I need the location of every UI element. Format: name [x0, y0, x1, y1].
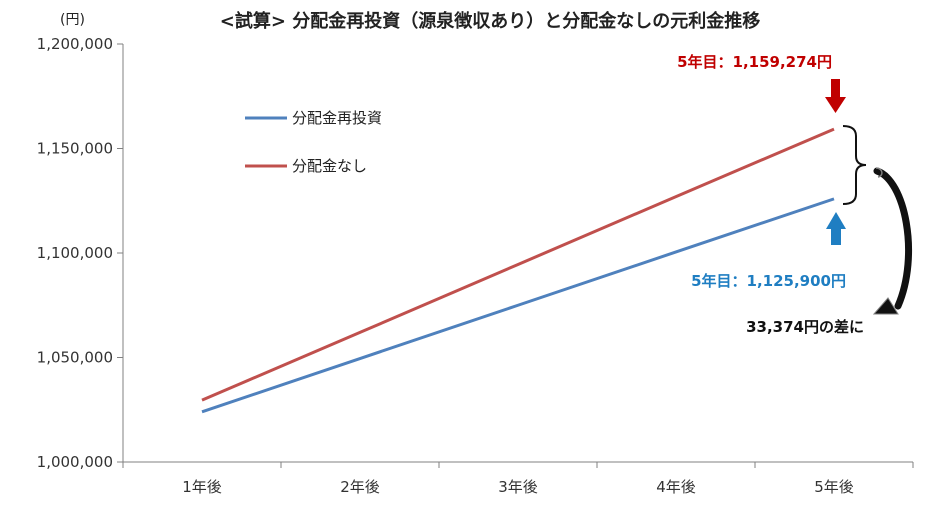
x-tick-label: 5年後	[814, 478, 854, 496]
up-arrow-icon	[826, 212, 846, 245]
down-arrow-icon	[825, 79, 846, 113]
annotation-no-dividend-final: 5年目：1,159,274円	[677, 53, 832, 71]
y-ticks: 1,000,000 1,050,000 1,100,000 1,150,000 1,20…	[37, 35, 123, 471]
y-tick-label: 1,100,000	[37, 244, 113, 262]
series-lines	[201, 127, 835, 414]
x-tick-label: 4年後	[656, 478, 696, 496]
x-tick-label: 2年後	[340, 478, 380, 496]
y-tick-label: 1,050,000	[37, 349, 113, 367]
y-tick-label: 1,200,000	[37, 35, 113, 53]
y-tick-label: 1,150,000	[37, 140, 113, 158]
x-tick-label: 3年後	[498, 478, 538, 496]
bracket-icon	[842, 125, 867, 205]
x-ticks: 1年後 2年後 3年後 4年後 5年後	[122, 462, 914, 496]
y-unit-label: (円)	[60, 12, 85, 28]
chart-title: <試算> 分配金再投資（源泉徴収あり）と分配金なしの元利金推移	[220, 10, 760, 32]
series-line-no-dividend	[201, 127, 835, 402]
y-tick-label: 1,000,000	[37, 453, 113, 471]
annotation-difference: 33,374円の差に	[746, 318, 864, 336]
legend: 分配金再投資 分配金なし	[245, 109, 382, 175]
series-line-reinvest	[201, 197, 835, 414]
legend-label-no-dividend: 分配金なし	[292, 157, 367, 175]
annotation-reinvest-final: 5年目：1,125,900円	[691, 272, 846, 290]
curved-arrow-icon	[872, 167, 912, 315]
x-tick-label: 1年後	[182, 478, 222, 496]
legend-label-reinvest: 分配金再投資	[292, 109, 382, 127]
